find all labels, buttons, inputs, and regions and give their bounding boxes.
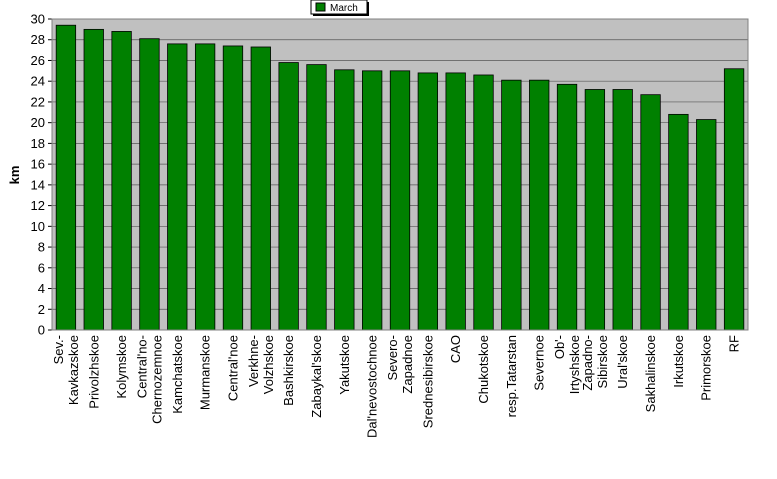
legend-label: March bbox=[330, 3, 358, 14]
y-tick-label: 4 bbox=[38, 281, 45, 296]
legend-swatch bbox=[315, 2, 326, 12]
x-tick-label: Central'noe bbox=[225, 335, 240, 401]
bar bbox=[194, 43, 216, 331]
x-tick-label: Zapadnoe bbox=[400, 335, 415, 394]
x-tick-label: Sibirskoe bbox=[595, 335, 610, 388]
bar bbox=[584, 89, 606, 331]
x-tick-label: RF bbox=[727, 335, 742, 352]
y-tick-label: 20 bbox=[31, 115, 45, 130]
y-tick-label: 12 bbox=[31, 198, 45, 213]
bar bbox=[334, 69, 355, 331]
x-tick-label: Primorskoe bbox=[699, 335, 714, 401]
x-tick-label: Zapadno- bbox=[580, 335, 595, 391]
x-tick-label: Central'no- bbox=[134, 335, 149, 398]
x-tick-label: Irtyshskoe bbox=[567, 335, 582, 394]
x-tick-label: Chernozemnoe bbox=[149, 335, 164, 424]
bars bbox=[55, 24, 745, 331]
bar bbox=[696, 119, 717, 331]
y-tick-label: 18 bbox=[31, 136, 45, 151]
x-tick-label: Murmanskoe bbox=[198, 335, 213, 410]
x-tick-label: Ob'- bbox=[552, 335, 567, 359]
bar bbox=[640, 94, 661, 331]
bar bbox=[723, 68, 745, 331]
y-tick-label: 14 bbox=[31, 177, 45, 192]
bar bbox=[612, 89, 633, 331]
y-tick-label: 30 bbox=[31, 12, 45, 27]
legend: March bbox=[310, 0, 369, 16]
x-tick-label: Bashkirskoe bbox=[281, 335, 296, 406]
x-tick-label: Sakhalinskoe bbox=[643, 335, 658, 412]
x-tick-label: Zabaykal'skoe bbox=[309, 335, 324, 418]
y-tick-label: 8 bbox=[38, 240, 45, 255]
bar bbox=[362, 70, 383, 331]
bar bbox=[529, 79, 550, 331]
y-tick-label: 24 bbox=[31, 74, 45, 89]
x-tick-label: Kavkazskoe bbox=[66, 335, 81, 405]
x-tick-label: CAO bbox=[448, 335, 463, 363]
bar bbox=[501, 79, 522, 331]
bar bbox=[417, 72, 438, 331]
bar bbox=[222, 45, 244, 331]
bar bbox=[139, 38, 160, 331]
x-tick-label: Ural'skoe bbox=[615, 335, 630, 389]
bar bbox=[668, 113, 689, 331]
x-tick-label: Yakutskoe bbox=[337, 335, 352, 395]
x-tick-label: Severnoe bbox=[532, 335, 547, 391]
bar bbox=[250, 46, 271, 331]
y-tick-label: 0 bbox=[38, 323, 45, 338]
y-tick-label: 22 bbox=[31, 94, 45, 109]
bar bbox=[278, 62, 299, 331]
bar bbox=[445, 72, 466, 331]
bar bbox=[83, 28, 104, 331]
y-tick-label: 26 bbox=[31, 53, 45, 68]
y-axis-label: km bbox=[7, 166, 22, 185]
x-tick-label: Privolzhskoe bbox=[86, 335, 101, 409]
x-tick-label: Sev.- bbox=[51, 335, 66, 364]
bar bbox=[111, 31, 132, 331]
bar bbox=[306, 64, 327, 331]
bar bbox=[389, 70, 411, 331]
x-tick-labels: Sev.- Kavkazskoe Privolzhskoe Kolymskoe Cent… bbox=[51, 335, 742, 438]
plot-frame bbox=[51, 18, 749, 331]
bar bbox=[55, 24, 77, 331]
x-tick-label: Kamchatskoe bbox=[170, 335, 185, 414]
bar bbox=[556, 83, 578, 331]
x-tick-label: Irkutskoe bbox=[671, 335, 686, 388]
y-tick-label: 10 bbox=[31, 219, 45, 234]
x-tick-label: Kolymskoe bbox=[114, 335, 129, 399]
y-tick-label: 28 bbox=[31, 32, 45, 47]
bar bbox=[167, 43, 188, 331]
y-tick-label: 16 bbox=[31, 157, 45, 172]
x-tick-label: Volzhskoe bbox=[261, 335, 276, 394]
x-tick-label: Verkhne- bbox=[246, 335, 261, 387]
x-tick-label: Dal'nevostochnoe bbox=[365, 335, 380, 438]
x-tick-label: Srednesibirskoe bbox=[420, 335, 435, 428]
y-tick-label: 2 bbox=[38, 302, 45, 317]
y-tick-label: 6 bbox=[38, 260, 45, 275]
x-tick-label: Severo- bbox=[385, 335, 400, 381]
bar bbox=[473, 74, 494, 331]
x-tick-label: Chukotskoe bbox=[476, 335, 491, 404]
x-tick-label: resp.Tatarstan bbox=[504, 335, 519, 417]
